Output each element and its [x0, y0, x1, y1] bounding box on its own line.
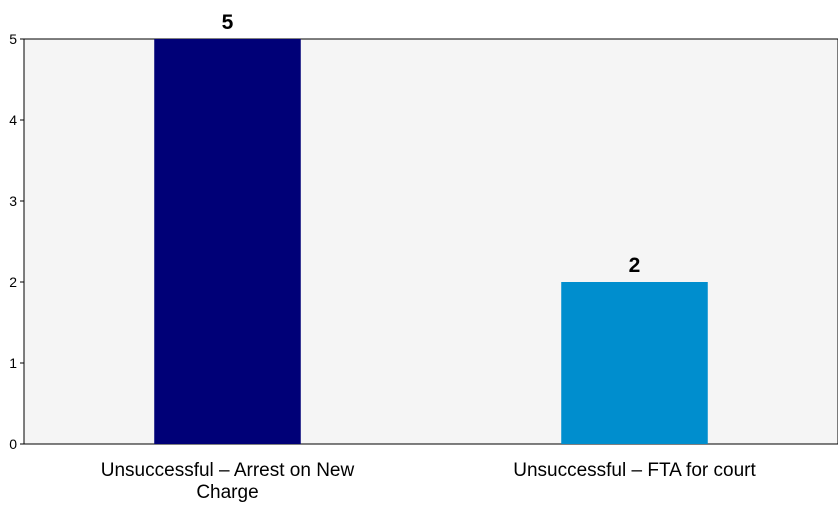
- x-category-label: Charge: [196, 482, 258, 503]
- y-tick-label: 3: [9, 193, 17, 209]
- bar-value-label: 5: [222, 11, 234, 34]
- bar-value-label: 2: [629, 254, 641, 277]
- bars: [154, 39, 708, 444]
- bar: [561, 282, 708, 444]
- x-category-label: Unsuccessful – FTA for court: [513, 460, 756, 481]
- y-axis-ticks: 0 1 2 3 4 5: [9, 31, 24, 452]
- x-category-label: Unsuccessful – Arrest on New: [101, 460, 355, 481]
- y-tick-label: 1: [9, 355, 17, 371]
- plot-area: [23, 38, 838, 445]
- y-tick-label: 4: [9, 112, 17, 128]
- y-tick-label: 0: [9, 436, 17, 452]
- data-labels: 52: [222, 11, 641, 277]
- y-tick-label: 2: [9, 274, 17, 290]
- y-tick-label: 5: [9, 31, 17, 47]
- bar: [154, 39, 301, 444]
